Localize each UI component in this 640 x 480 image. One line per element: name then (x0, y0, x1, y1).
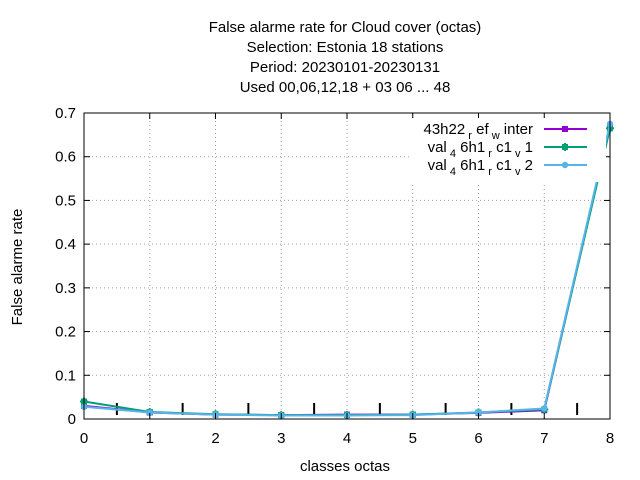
legend-entry: val 4 6h1 r c1 v 2 (428, 157, 587, 178)
y-tick-label: 0.7 (55, 105, 76, 122)
legend-entry: 43h22 r ef w inter (424, 121, 587, 142)
title-line-4: Used 00,06,12,18 + 03 06 ... 48 (240, 79, 451, 96)
legend-label-part: ef (472, 121, 490, 138)
x-tick-label: 2 (211, 430, 219, 447)
legend-label-part: 4 (447, 166, 456, 178)
y-tick-label: 0.6 (55, 149, 76, 166)
legend-label-part: c1 (492, 157, 512, 174)
legend-label-part: 6h1 (456, 157, 485, 174)
legend-label: 43h22 r ef w inter (424, 121, 534, 142)
y-tick-label: 0.5 (55, 192, 76, 209)
legend-label-part: w (489, 130, 500, 142)
legend-label-part: r (485, 166, 492, 178)
x-tick-label: 8 (606, 430, 614, 447)
legend-label: val 4 6h1 r c1 v 1 (428, 139, 533, 160)
data-point (475, 409, 482, 416)
title-line-2: Selection: Estonia 18 stations (247, 39, 444, 56)
y-axis-ticks: 0 0.1 0.2 0.3 0.4 0.5 0.6 0.7 (55, 105, 610, 428)
x-tick-label: 6 (474, 430, 482, 447)
x-tick-label: 3 (277, 430, 285, 447)
x-tick-label: 7 (540, 430, 548, 447)
legend-label-part: 6h1 (456, 139, 485, 156)
data-point (146, 409, 153, 416)
y-tick-label: 0.2 (55, 324, 76, 341)
legend-label-part: 1 (520, 139, 533, 156)
x-tick-label: 4 (343, 430, 351, 447)
title-line-3: Period: 20230101-20230131 (250, 59, 440, 76)
legend-label-part: 2 (520, 157, 533, 174)
y-axis-label: False alarme rate (9, 209, 26, 326)
legend-label-part: val (428, 139, 447, 156)
x-tick-label: 1 (146, 430, 154, 447)
chart-title: False alarme rate for Cloud cover (octas… (209, 19, 482, 96)
legend-label-part: 43h22 (424, 121, 466, 138)
legend-label-part: r (485, 148, 492, 160)
legend-label-part: c1 (492, 139, 512, 156)
title-line-1: False alarme rate for Cloud cover (octas… (209, 19, 482, 36)
legend-entry: val 4 6h1 r c1 v 1 (428, 139, 587, 160)
legend-label-part: v (512, 148, 521, 160)
y-tick-label: 0.3 (55, 280, 76, 297)
x-tick-label: 5 (409, 430, 417, 447)
x-axis-label: classes octas (300, 458, 390, 475)
legend-label-part: v (512, 166, 521, 178)
legend-label-part: 4 (447, 148, 456, 160)
legend-label-part: inter (500, 121, 533, 138)
data-point (561, 161, 569, 169)
data-point (541, 405, 548, 412)
legend-label: val 4 6h1 r c1 v 2 (428, 157, 533, 178)
x-tick-label: 0 (80, 430, 88, 447)
y-tick-label: 0.4 (55, 236, 76, 253)
grid (84, 113, 610, 419)
y-tick-label: 0 (68, 411, 76, 428)
legend-label-part: r (465, 130, 472, 142)
data-point (562, 126, 568, 132)
y-tick-label: 0.1 (55, 367, 76, 384)
legend-label-part: val (428, 157, 447, 174)
